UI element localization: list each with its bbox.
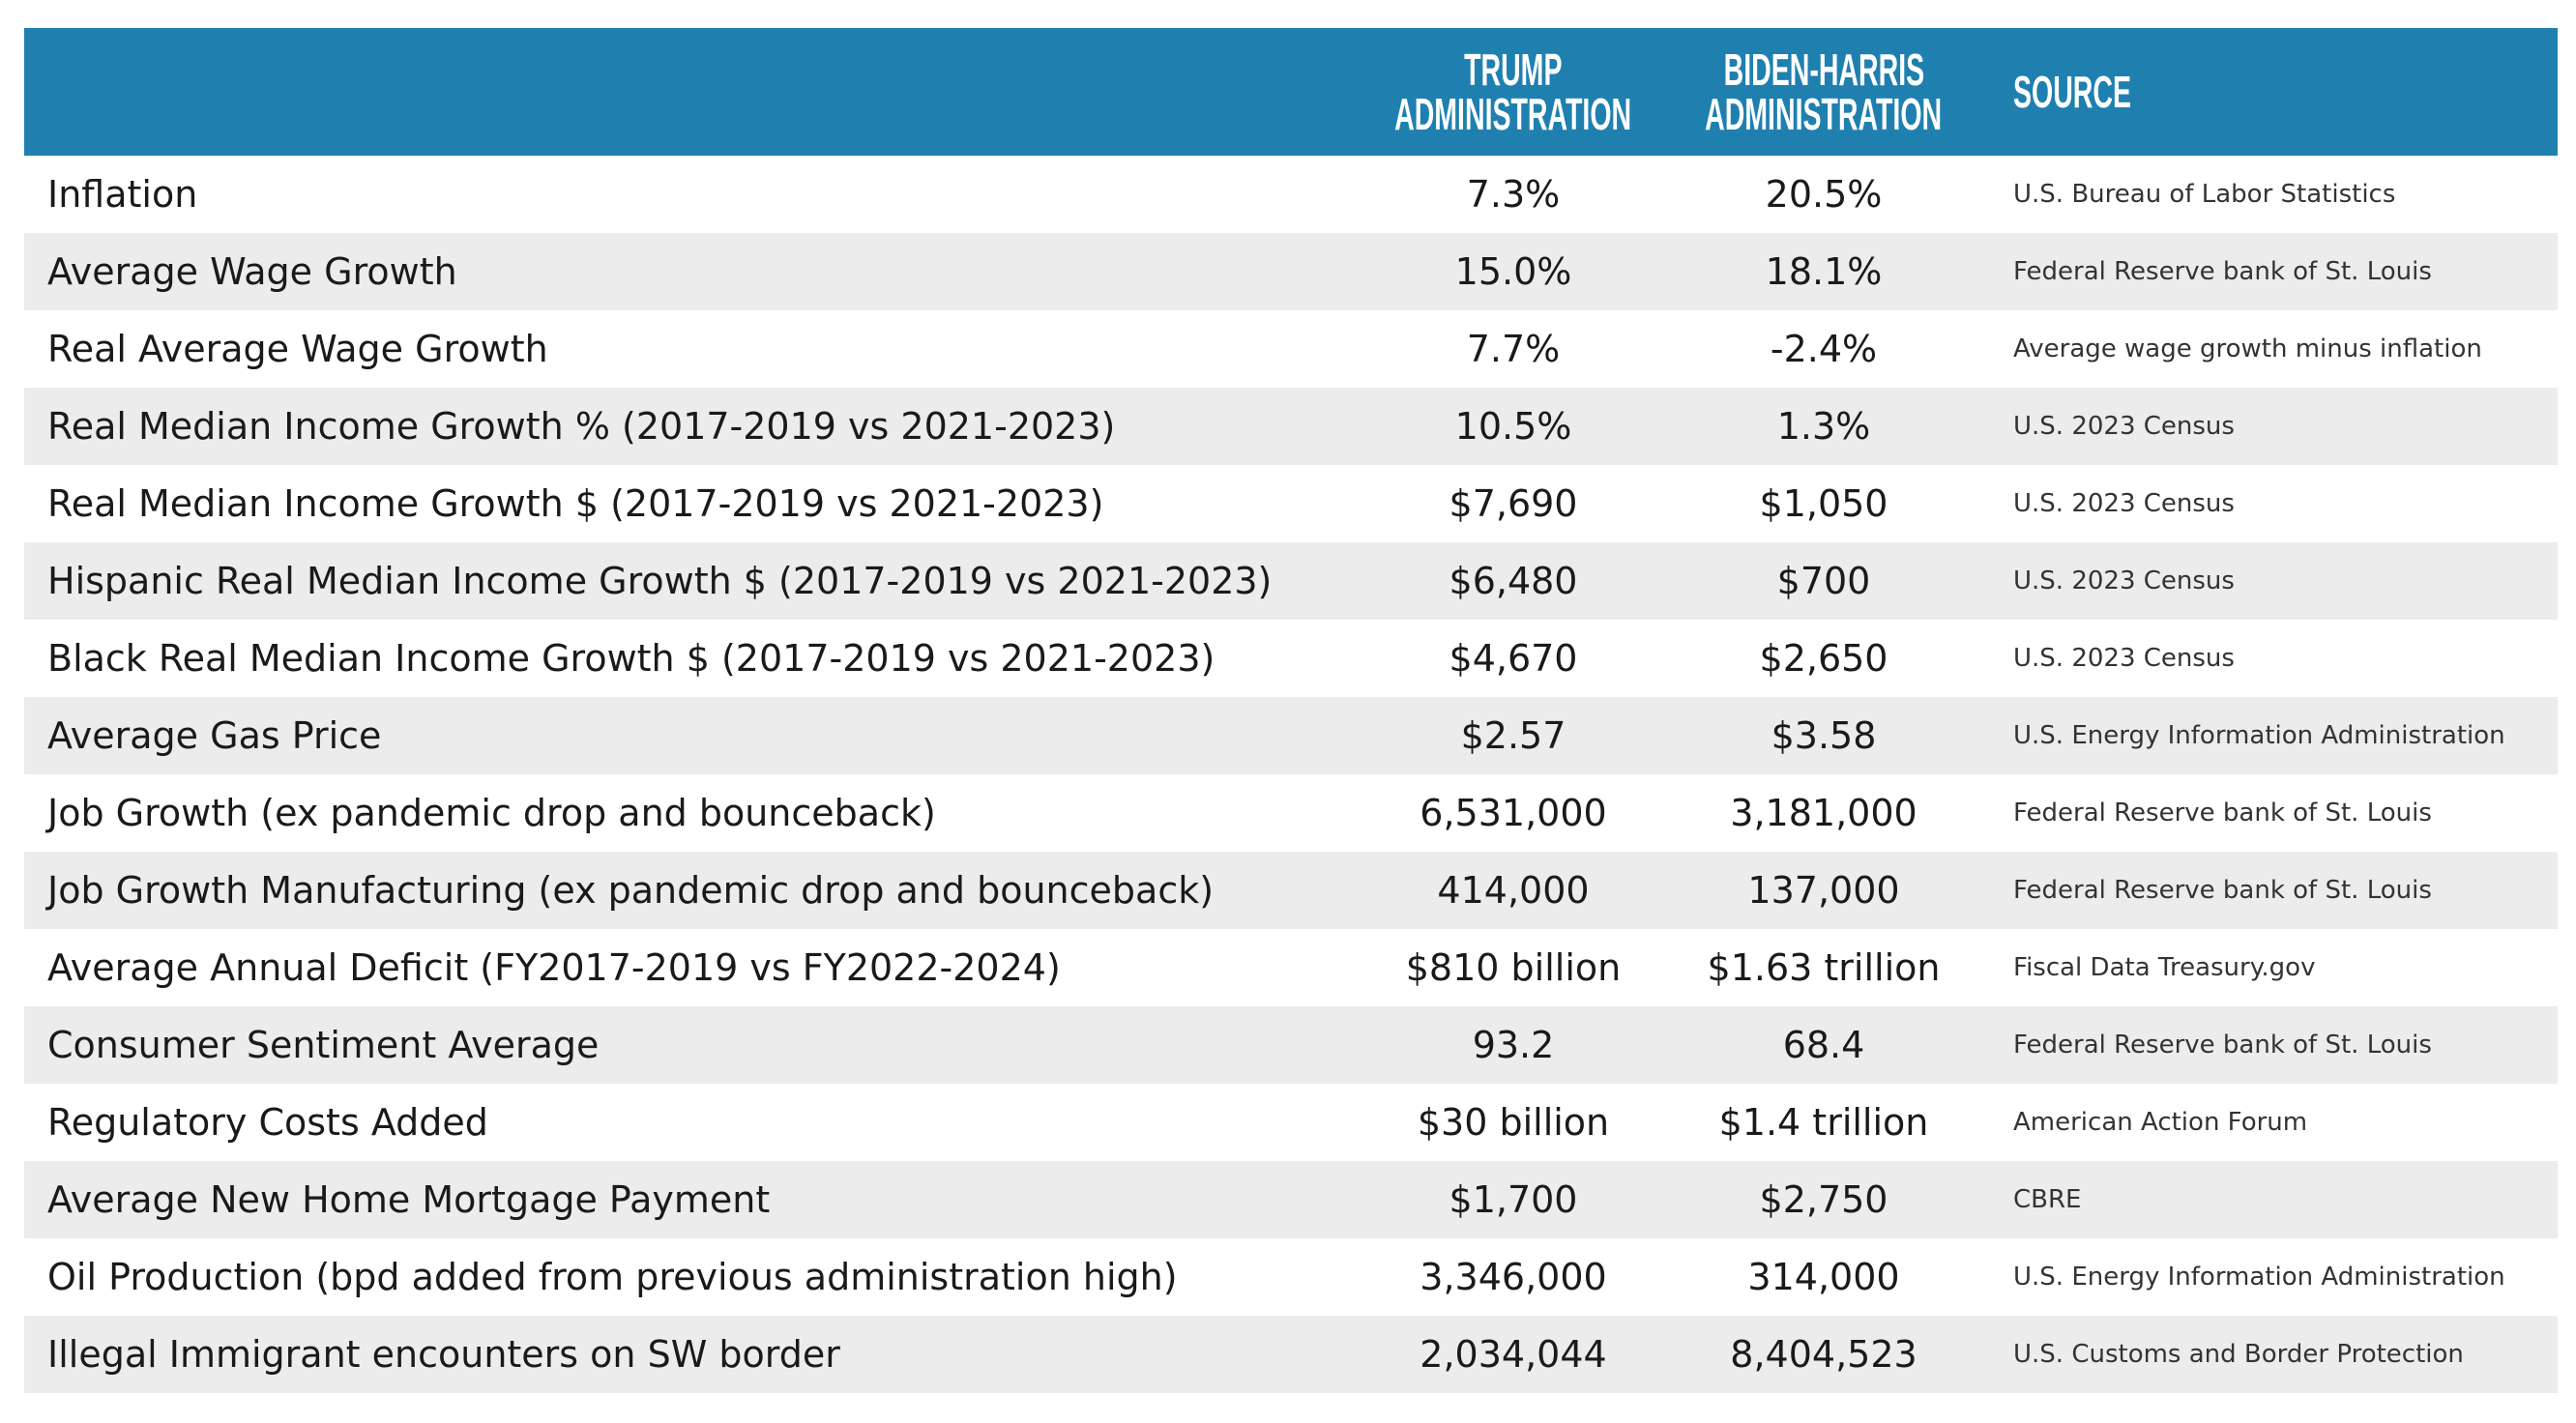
table-row: Regulatory Costs Added $30 billion $1.4 tr… [24,1084,2558,1161]
table-row: Consumer Sentiment Average 93.2 68.4 Federa… [24,1006,2558,1084]
trump-value: $810 billion [1405,946,1622,989]
metric-label: Real Median Income Growth % (2017-2019 v… [47,405,1116,448]
table-row: Average Annual Deficit (FY2017-2019 vs F… [24,929,2558,1006]
source-text: Fiscal Data Treasury.gov [2013,953,2316,982]
biden-value: -2.4% [1770,328,1878,370]
trump-value: $30 billion [1417,1101,1610,1144]
trump-value: 7.3% [1466,173,1561,216]
table-row: Job Growth Manufacturing (ex pandemic dr… [24,852,2558,929]
source-text: U.S. 2023 Census [2013,566,2235,595]
trump-value: $7,690 [1449,482,1578,525]
table-row: Illegal Immigrant encounters on SW borde… [24,1316,2558,1393]
biden-value: $700 [1776,560,1871,602]
source-text: Average wage growth minus inflation [2013,334,2482,363]
biden-value: 3,181,000 [1730,792,1917,834]
trump-value: $6,480 [1449,560,1578,602]
biden-value: $1.63 trillion [1707,946,1941,989]
source-text: Federal Reserve bank of St. Louis [2013,799,2432,828]
biden-value: $3.58 [1771,714,1877,757]
trump-value: $2.57 [1460,714,1566,757]
source-text: U.S. 2023 Census [2013,412,2235,441]
table-row: Black Real Median Income Growth $ (2017-… [24,620,2558,697]
table-row: Average Wage Growth 15.0% 18.1% Federal Res… [24,233,2558,310]
table-header: TRUMP ADMINISTRATION BIDEN-HARRIS ADMINIST… [24,28,2558,156]
source-text: U.S. 2023 Census [2013,489,2235,518]
source-text: Federal Reserve bank of St. Louis [2013,876,2432,905]
biden-value: 18.1% [1765,250,1883,293]
header-text: BIDEN-HARRIS [1723,44,1924,95]
trump-value: 15.0% [1454,250,1572,293]
source-text: U.S. 2023 Census [2013,644,2235,673]
metric-label: Average New Home Mortgage Payment [47,1178,771,1221]
header-text: ADMINISTRATION [1394,89,1632,139]
biden-value: 314,000 [1747,1256,1900,1298]
biden-value: $2,650 [1759,637,1888,680]
header-cell: TRUMP ADMINISTRATION [1359,28,1668,156]
source-text: U.S. Customs and Border Protection [2013,1340,2464,1369]
table-row: Real Median Income Growth % (2017-2019 v… [24,388,2558,465]
trump-value: 414,000 [1437,869,1590,912]
source-text: U.S. Energy Information Administration [2013,1263,2505,1292]
table-row: Average Gas Price $2.57 $3.58 U.S. Energy I… [24,697,2558,774]
metric-label: Consumer Sentiment Average [47,1024,600,1066]
source-text: American Action Forum [2013,1108,2308,1137]
table-body: Inflation 7.3% 20.5% U.S. Bureau of Labor S… [24,156,2558,1393]
source-text: U.S. Energy Information Administration [2013,721,2505,750]
biden-value: 20.5% [1765,173,1883,216]
biden-value: 8,404,523 [1730,1333,1917,1376]
table-row: Job Growth (ex pandemic drop and bounceb… [24,774,2558,852]
metric-label: Job Growth Manufacturing (ex pandemic dr… [47,869,1215,912]
metric-label: Regulatory Costs Added [47,1101,488,1144]
source-text: U.S. Bureau of Labor Statistics [2013,180,2396,209]
header-text: SOURCE [2013,67,2132,117]
biden-value: 137,000 [1747,869,1900,912]
header-cell: SOURCE [2013,28,2303,156]
header-text: TRUMP [1464,44,1563,95]
trump-value: $1,700 [1449,1178,1578,1221]
biden-value: $2,750 [1759,1178,1888,1221]
biden-value: 1.3% [1776,405,1871,448]
trump-value: 93.2 [1472,1024,1555,1066]
metric-label: Inflation [47,173,198,216]
trump-value: 7.7% [1466,328,1561,370]
trump-value: 3,346,000 [1420,1256,1607,1298]
table-row: Hispanic Real Median Income Growth $ (20… [24,542,2558,620]
metric-label: Average Annual Deficit (FY2017-2019 vs F… [47,946,1061,989]
biden-value: $1,050 [1759,482,1888,525]
source-text: Federal Reserve bank of St. Louis [2013,1031,2432,1060]
metric-label: Real Median Income Growth $ (2017-2019 v… [47,482,1104,525]
trump-value: 6,531,000 [1420,792,1607,834]
biden-value: 68.4 [1782,1024,1865,1066]
metric-label: Black Real Median Income Growth $ (2017-… [47,637,1215,680]
source-text: Federal Reserve bank of St. Louis [2013,257,2432,286]
biden-value: $1.4 trillion [1718,1101,1929,1144]
table-row: Average New Home Mortgage Payment $1,700 $… [24,1161,2558,1238]
table-row: Real Average Wage Growth 7.7% -2.4% Average… [24,310,2558,388]
table-row: Oil Production (bpd added from previous … [24,1238,2558,1316]
header-cell: BIDEN-HARRIS ADMINISTRATION [1669,28,1978,156]
metric-label: Average Gas Price [47,714,382,757]
header-text: ADMINISTRATION [1705,89,1943,139]
trump-value: $4,670 [1449,637,1578,680]
table-row: Inflation 7.3% 20.5% U.S. Bureau of Labor S… [24,156,2558,233]
trump-value: 2,034,044 [1420,1333,1607,1376]
trump-value: 10.5% [1454,405,1572,448]
table-row: Real Median Income Growth $ (2017-2019 v… [24,465,2558,542]
metric-label: Hispanic Real Median Income Growth $ (20… [47,560,1273,602]
metric-label: Average Wage Growth [47,250,457,293]
source-text: CBRE [2013,1185,2082,1214]
metric-label: Job Growth (ex pandemic drop and bounceb… [47,792,936,834]
metric-label: Illegal Immigrant encounters on SW borde… [47,1333,840,1376]
metric-label: Oil Production (bpd added from previous … [47,1256,1178,1298]
metric-label: Real Average Wage Growth [47,328,548,370]
